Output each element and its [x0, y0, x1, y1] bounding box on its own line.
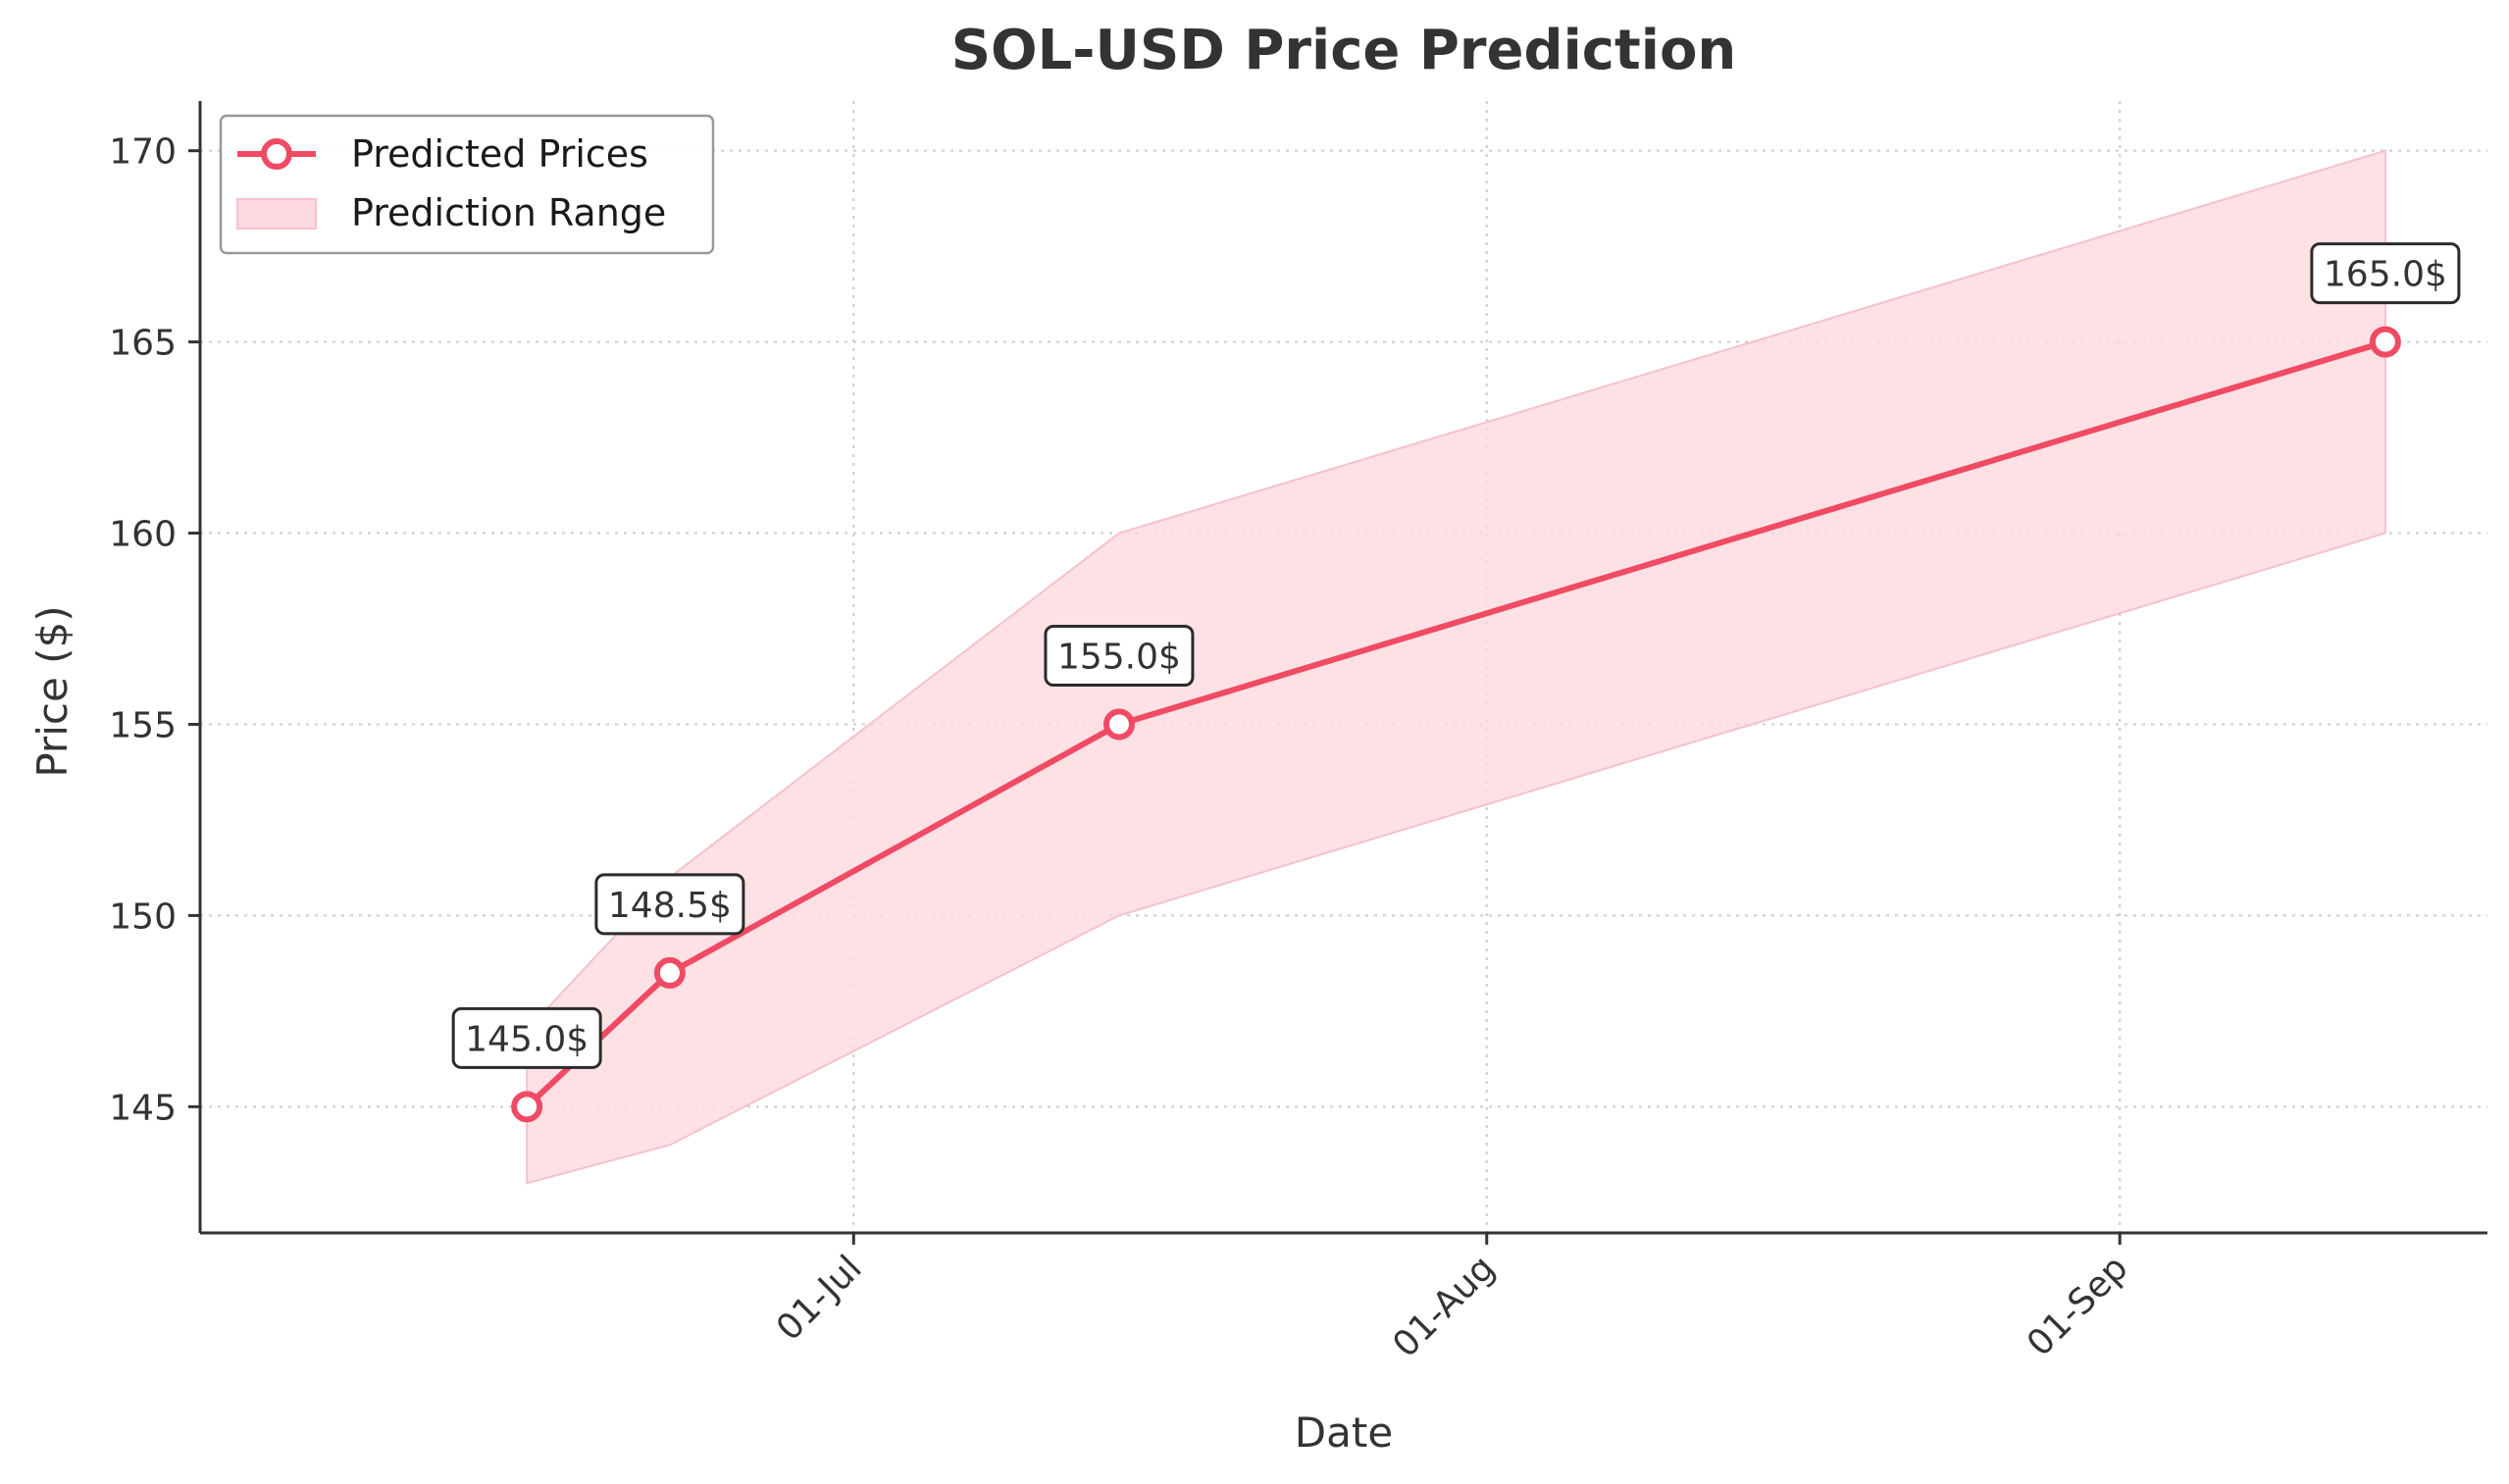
legend-range-swatch [236, 198, 317, 230]
data-label-box [1044, 624, 1195, 687]
data-label-box [2310, 242, 2461, 305]
prediction-range-band [526, 149, 2386, 1185]
axes [198, 101, 2487, 1235]
y-axis-label: Price ($) [28, 605, 77, 777]
data-point-marker [2369, 326, 2401, 358]
data-label: 155.0$ [1057, 637, 1181, 677]
y-tick-label: 165 [109, 324, 177, 364]
y-tick-label: 160 [109, 515, 177, 555]
legend-label-prediction-range: Prediction Range [351, 191, 666, 234]
y-tick-label: 155 [109, 705, 177, 745]
data-label-box [594, 873, 745, 936]
legend-box [219, 114, 715, 255]
data-point-marker [653, 956, 686, 989]
legend: Predicted Prices Prediction Range [219, 114, 715, 255]
data-label: 165.0$ [2324, 255, 2447, 295]
y-tick-label: 145 [109, 1088, 177, 1128]
y-tick-label: 170 [109, 132, 177, 173]
data-label: 145.0$ [465, 1019, 589, 1059]
chart-title: SOL-USD Price Prediction [951, 19, 1737, 82]
x-axis-label: Date [1295, 1408, 1393, 1457]
legend-marker-swatch [261, 138, 292, 170]
data-label-box [451, 1006, 602, 1069]
annotations: 145.0$ 148.5$ 155.0$ 165.0$ [451, 242, 2461, 1069]
y-tick-label: 150 [109, 896, 177, 937]
prediction-range-layer [526, 149, 2386, 1185]
data-label: 148.5$ [608, 886, 732, 926]
data-point-marker [1102, 708, 1135, 741]
data-point-marker [511, 1091, 543, 1123]
legend-label-predicted-prices: Predicted Prices [351, 132, 648, 176]
